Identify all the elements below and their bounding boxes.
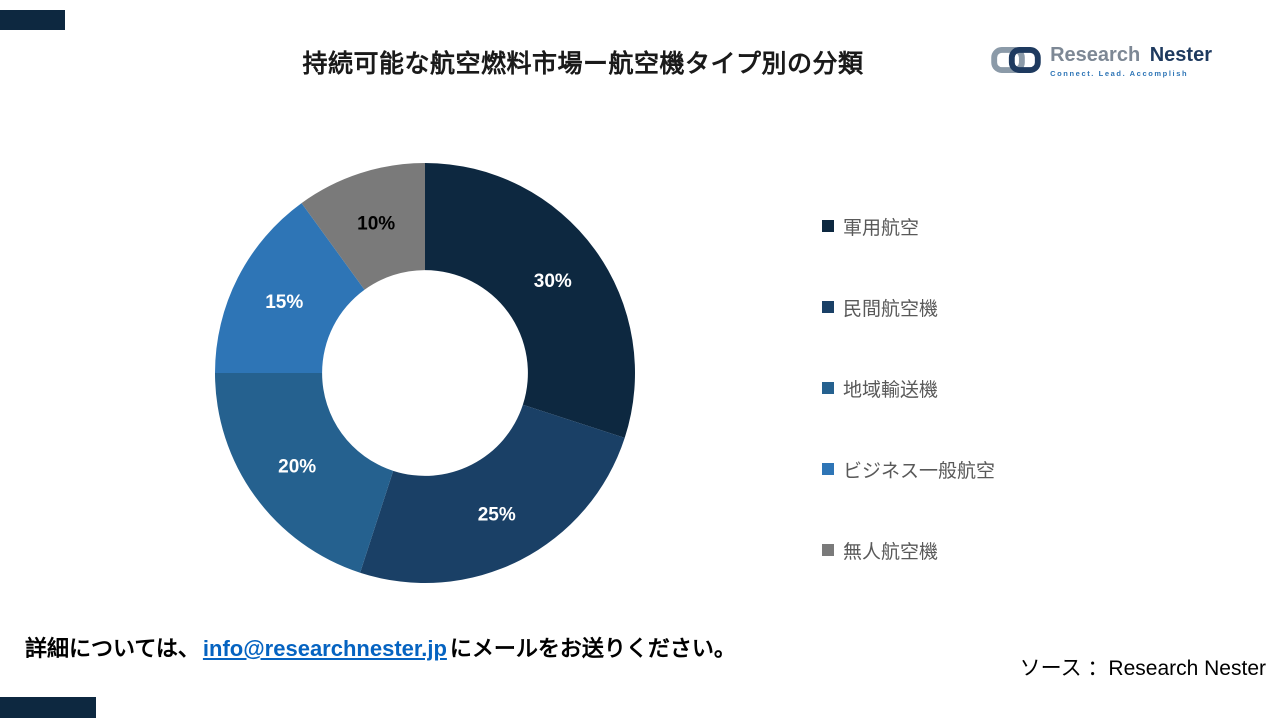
donut-chart: 30% 25% 20% 15% 10% xyxy=(215,163,635,583)
top-left-accent-bar xyxy=(0,10,65,30)
legend-item-3: ビジネス一般航空 xyxy=(822,455,995,483)
slice-label-0: 30% xyxy=(534,271,572,292)
logo-text: Research Nester Connect. Lead. Accomplis… xyxy=(1050,44,1212,78)
logo-name-nester: Nester xyxy=(1149,44,1212,66)
research-nester-logo: Research Nester Connect. Lead. Accomplis… xyxy=(990,44,1212,78)
legend-swatch-icon xyxy=(822,463,834,475)
donut-slice-1 xyxy=(360,404,625,583)
legend-label: 地域輸送機 xyxy=(843,379,939,401)
contact-suffix: にメールをお送りください。 xyxy=(449,636,736,661)
source-text: ソース ：Research Nester xyxy=(1019,657,1266,680)
chart-legend: 軍用航空民間航空機地域輸送機ビジネス一般航空 無人航空機 xyxy=(822,212,995,564)
legend-item-2: 地域輸送機 xyxy=(822,374,995,402)
chart-title: 持続可能な航空燃料市場ー航空機タイプ別の分類 xyxy=(302,50,864,78)
legend-label: ビジネス一般航空 xyxy=(843,460,996,482)
contact-note: 詳細については、 info@researchnester.jp にメールをお送りくだ… xyxy=(25,631,736,663)
contact-prefix: 詳細については、 xyxy=(25,636,200,661)
donut-slice-2 xyxy=(215,373,394,573)
slice-label-2: 20% xyxy=(278,457,316,478)
donut-slice-3 xyxy=(215,203,365,373)
logo-name: Research Nester xyxy=(1050,44,1212,66)
legend-swatch-icon xyxy=(822,544,834,556)
slice-label-1: 25% xyxy=(478,504,516,525)
chain-link-icon xyxy=(991,47,1041,73)
legend-swatch-icon xyxy=(822,220,834,232)
source-note: ソース ：Research Nester xyxy=(1020,652,1266,682)
legend-label: 無人航空機 xyxy=(843,541,939,563)
slice-label-3: 15% xyxy=(265,292,303,313)
legend-item-1: 民間航空機 xyxy=(822,293,995,321)
bottom-left-accent-bar xyxy=(0,697,96,718)
slice-label-4: 10% xyxy=(357,213,395,234)
legend-item-4: 無人航空機 xyxy=(822,536,995,564)
legend-swatch-icon xyxy=(822,301,834,313)
donut-slice-4 xyxy=(301,163,425,290)
legend-label: 軍用航空 xyxy=(843,217,920,239)
donut-slice-0 xyxy=(425,163,635,438)
legend-item-0: 軍用航空 xyxy=(822,212,995,240)
logo-name-research: Research xyxy=(1050,44,1141,66)
legend-swatch-icon xyxy=(822,382,834,394)
logo-tagline: Connect. Lead. Accomplish xyxy=(1050,69,1189,78)
legend-label: 民間航空機 xyxy=(843,298,939,320)
email-link[interactable]: info@researchnester.jp xyxy=(202,636,447,661)
